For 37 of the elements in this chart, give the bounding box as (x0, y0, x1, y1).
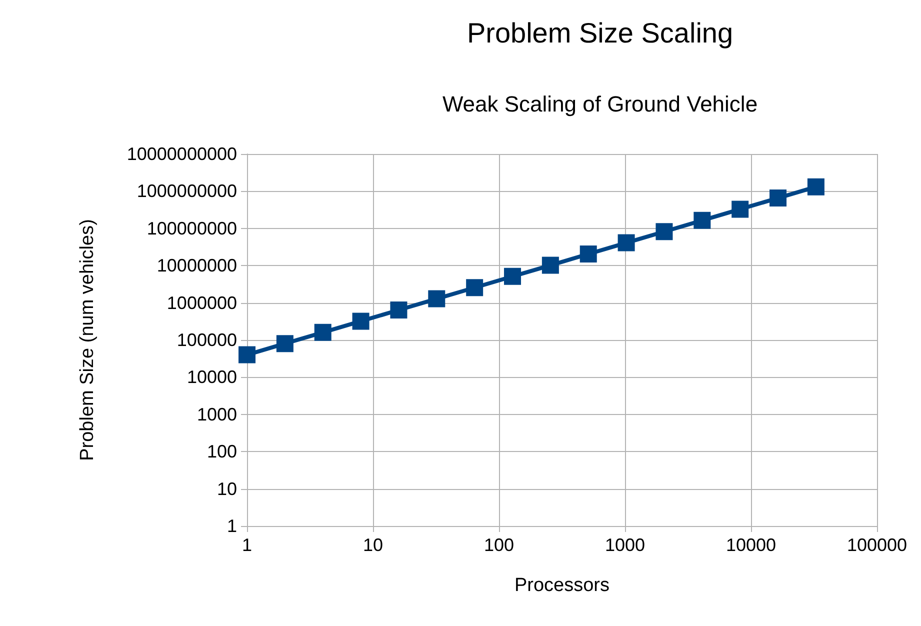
y-tick-label: 1000000000 (136, 181, 237, 202)
y-tick-label: 1000 (196, 404, 237, 424)
y-tick-label: 10000 (186, 367, 237, 388)
point (352, 312, 370, 330)
x-tick-label: 10 (362, 535, 384, 555)
x-tick-label: 10000 (726, 535, 776, 555)
y-tick-label: 1000000 (166, 292, 237, 313)
point (770, 190, 787, 207)
y-axis-title: Problem Size (num vehicles) (77, 219, 98, 461)
x-tick-label: 100 (484, 535, 514, 555)
point (542, 256, 559, 274)
point (618, 234, 635, 252)
point (466, 279, 484, 296)
chart-subtitle: Weak Scaling of Ground Vehicle (442, 92, 758, 116)
point (580, 246, 597, 263)
point (238, 346, 256, 364)
x-tick-label: 1 (242, 535, 252, 555)
point (428, 290, 446, 308)
point (694, 212, 711, 229)
x-tick-label: 100000 (846, 535, 908, 555)
y-tick-label: 10 (216, 478, 237, 499)
point (807, 178, 824, 196)
y-tick-label: 1 (226, 516, 237, 536)
point (504, 268, 522, 285)
y-tick-label: 10000000 (156, 256, 237, 276)
point (656, 223, 673, 240)
x-tick-label: 1000 (604, 535, 646, 555)
point (276, 335, 294, 352)
point (732, 200, 749, 218)
y-tick-label: 10000000000 (126, 144, 237, 164)
point (314, 324, 332, 341)
y-tick-label: 100 (206, 442, 237, 462)
y-tick-label: 100000000 (146, 218, 237, 238)
chart-title: Problem Size Scaling (466, 18, 734, 48)
point (390, 302, 408, 319)
y-tick-label: 100000 (176, 330, 237, 350)
x-axis-title: Processors (514, 575, 610, 596)
